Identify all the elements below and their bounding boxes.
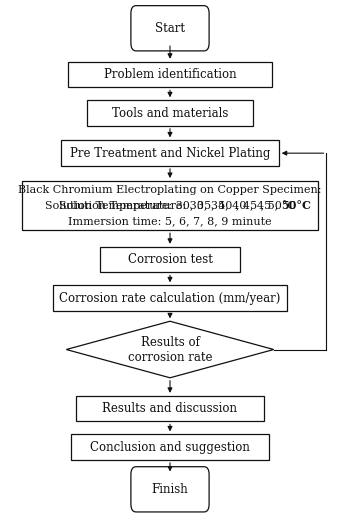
Text: Corrosion test: Corrosion test	[128, 253, 212, 266]
FancyBboxPatch shape	[71, 434, 269, 460]
Text: Corrosion rate calculation (mm/year): Corrosion rate calculation (mm/year)	[59, 291, 281, 305]
Text: 50°C: 50°C	[281, 200, 311, 211]
FancyBboxPatch shape	[131, 6, 209, 51]
Text: Results of
corrosion rate: Results of corrosion rate	[128, 336, 212, 363]
Text: Tools and materials: Tools and materials	[112, 106, 228, 120]
Text: Problem identification: Problem identification	[104, 68, 236, 81]
FancyBboxPatch shape	[131, 467, 209, 512]
Text: Immersion time: 5, 6, 7, 8, 9 minute: Immersion time: 5, 6, 7, 8, 9 minute	[68, 216, 272, 226]
Text: Solution Temperature: 30, 35, 40 , 45 ,: Solution Temperature: 30, 35, 40 , 45 ,	[58, 200, 281, 211]
FancyBboxPatch shape	[22, 181, 318, 230]
FancyBboxPatch shape	[100, 247, 240, 272]
Polygon shape	[66, 321, 274, 378]
Text: Finish: Finish	[152, 483, 188, 496]
Text: Pre Treatment and Nickel Plating: Pre Treatment and Nickel Plating	[70, 146, 270, 160]
FancyBboxPatch shape	[68, 62, 272, 87]
FancyBboxPatch shape	[61, 140, 279, 166]
FancyBboxPatch shape	[53, 285, 287, 311]
Text: Conclusion and suggestion: Conclusion and suggestion	[90, 440, 250, 454]
FancyBboxPatch shape	[76, 396, 264, 421]
Text: Results and discussion: Results and discussion	[102, 402, 238, 415]
Text: Black Chromium Electroplating on Copper Specimen:: Black Chromium Electroplating on Copper …	[18, 185, 322, 195]
Text: Solution Temperature: 30, 35, 40 , 45 , 50°C: Solution Temperature: 30, 35, 40 , 45 , …	[45, 200, 295, 211]
FancyBboxPatch shape	[87, 100, 253, 126]
Text: Start: Start	[155, 22, 185, 35]
